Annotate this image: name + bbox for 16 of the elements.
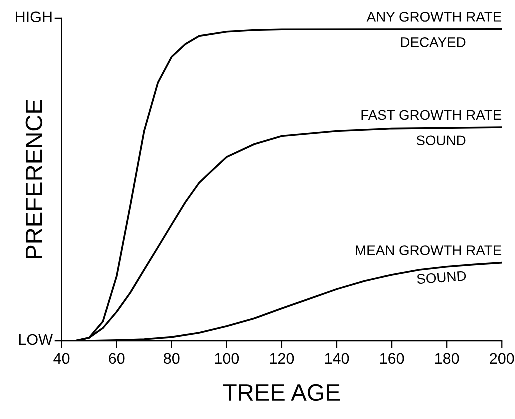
x-tick-label: 120	[270, 353, 294, 364]
x-tick-label: 80	[164, 353, 180, 364]
text: LOW	[19, 334, 53, 346]
series-label: ANY GROWTH RATE DECAYED	[366, 12, 502, 48]
x-tick-label: 180	[436, 353, 460, 364]
x-tick-label: 140	[325, 353, 350, 364]
x-tick-label: 200	[490, 353, 514, 364]
y-axis-title: PREFERENCE	[26, 100, 43, 258]
x-tick-label: 60	[109, 353, 125, 364]
x-tick-label: 160	[380, 353, 404, 364]
series-label: MEAN GROWTH RATE SOUND	[356, 246, 502, 284]
x-tick-label: 100	[215, 353, 240, 364]
text: HIGH	[16, 12, 52, 23]
x-axis-title: TREE AGE	[223, 384, 340, 402]
x-tick-label: 40	[54, 353, 70, 364]
series-label: FAST GROWTH RATE SOUND	[362, 110, 502, 146]
